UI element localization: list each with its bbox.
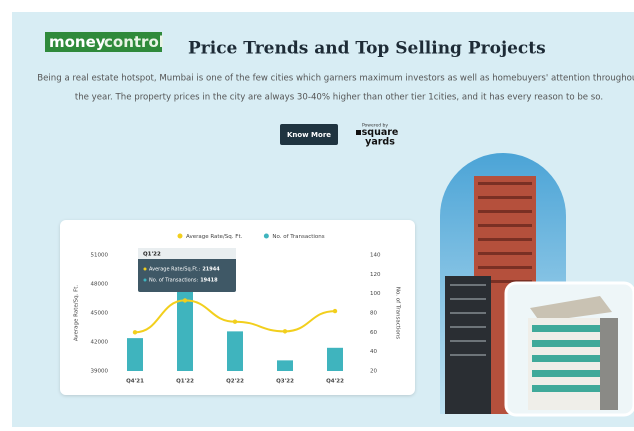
bar <box>327 348 343 371</box>
y-tick-label: 42000 <box>91 340 109 346</box>
legend-swatch <box>264 234 269 239</box>
x-tick-label: Q1'22 <box>176 379 194 385</box>
y2-tick-label: 80 <box>370 311 377 317</box>
intro-line: the year. The property prices in the cit… <box>75 93 603 103</box>
y-tick-label: 48000 <box>91 282 109 288</box>
tooltip-label: No. of Transactions: <box>149 278 199 284</box>
point <box>333 309 337 313</box>
logo-text: control <box>104 33 164 51</box>
point <box>183 298 187 302</box>
bar <box>277 360 293 371</box>
logo-text: money <box>49 33 106 51</box>
page-title: Price Trends and Top Selling Projects <box>188 39 546 59</box>
y-tick-label: 39000 <box>91 369 109 375</box>
legend-swatch <box>178 234 183 239</box>
tooltip-title: Q1'22 <box>143 252 161 258</box>
point <box>283 329 287 333</box>
y2-tick-label: 60 <box>370 330 377 336</box>
y-tick-label: 51000 <box>91 253 109 259</box>
y2-tick-label: 20 <box>370 369 377 375</box>
point <box>233 320 237 324</box>
legend-label: Average Rate/Sq. Ft. <box>186 234 243 240</box>
y2-tick-label: 40 <box>370 349 377 355</box>
y2-tick-label: 120 <box>370 272 381 278</box>
x-tick-label: Q2'22 <box>226 379 244 385</box>
y-axis-label: Average Rate/Sq. Ft. <box>74 285 80 342</box>
y2-tick-label: 100 <box>370 291 381 297</box>
tooltip-value: 21944 <box>202 267 220 273</box>
y2-tick-label: 140 <box>370 253 381 259</box>
page: money control Price Trends and Top Selli… <box>0 0 634 427</box>
x-tick-label: Q4'22 <box>326 379 344 385</box>
tooltip-label: Average Rate/Sq.Ft.: <box>149 267 201 273</box>
legend-label: No. of Transactions <box>272 234 324 240</box>
bar <box>227 331 243 371</box>
bar <box>127 338 143 371</box>
x-tick-label: Q4'21 <box>126 379 144 385</box>
intro-line: Being a real estate hotspot, Mumbai is o… <box>37 74 634 84</box>
point <box>133 330 137 334</box>
x-tick-label: Q3'22 <box>276 379 294 385</box>
button-label: Know More <box>287 131 331 139</box>
tooltip-value: 19418 <box>200 278 218 284</box>
y2-axis-label: No. of Transactions <box>395 287 401 339</box>
bar <box>177 285 193 371</box>
y-tick-label: 45000 <box>91 311 109 317</box>
partner-icon <box>356 130 361 135</box>
tooltip-swatch <box>144 268 147 271</box>
tooltip-swatch <box>144 279 147 282</box>
partner-name: yards <box>365 137 395 148</box>
